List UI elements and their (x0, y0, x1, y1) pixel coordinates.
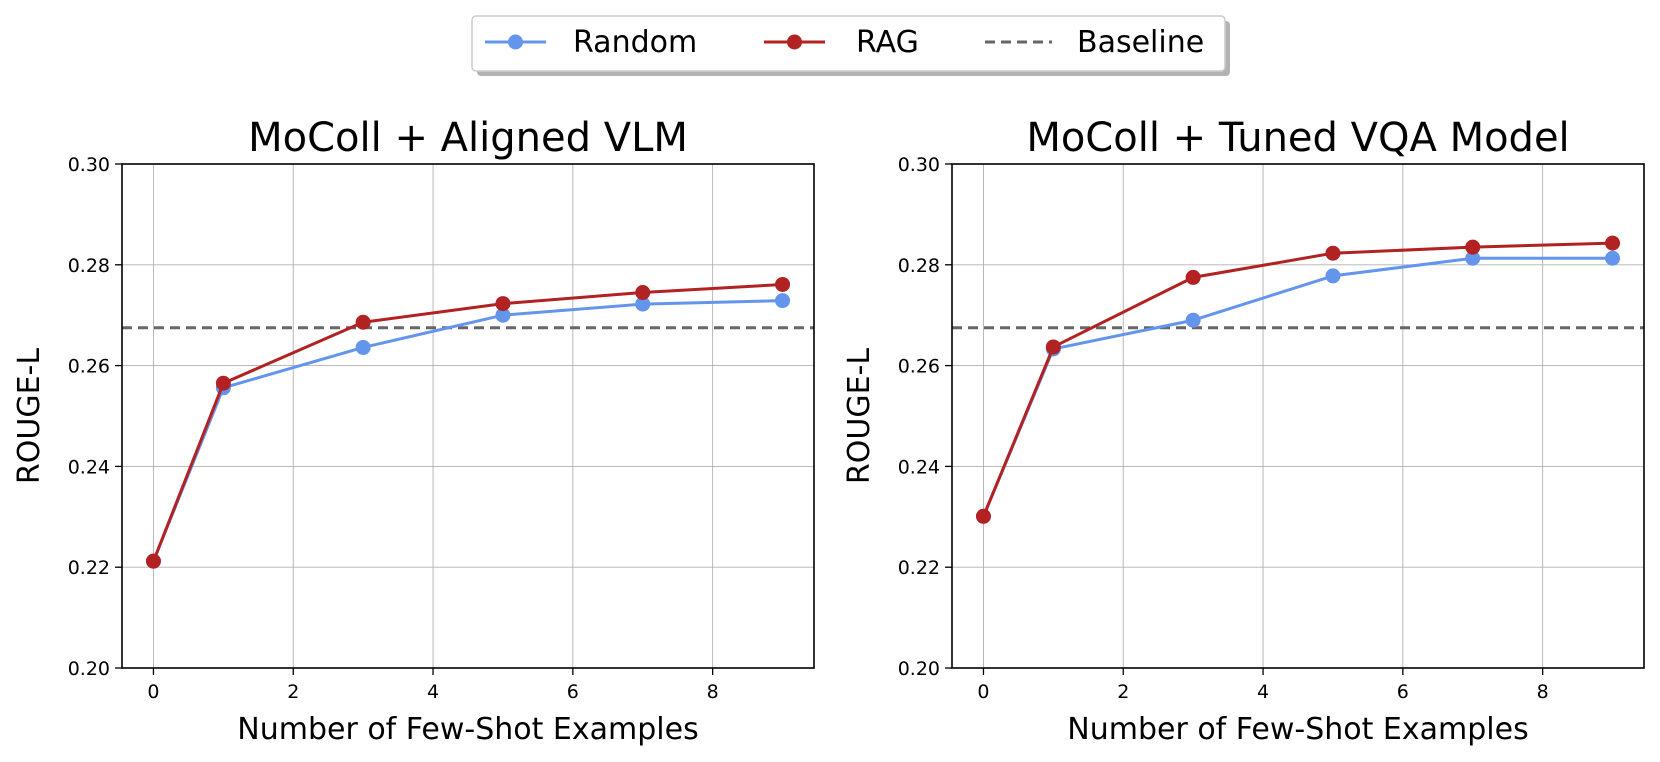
x-axis-label: Number of Few-Shot Examples (1067, 712, 1528, 747)
data-point-rag (495, 296, 511, 312)
y-tick-label: 0.28 (898, 255, 940, 277)
data-point-rag (1045, 339, 1061, 355)
y-axis-label: ROUGE-L (842, 348, 877, 484)
plot-frame (951, 163, 1645, 669)
x-tick-label: 0 (977, 681, 989, 703)
panel-aligned-vlm: 0 2 4 6 8 0.20 0.22 0.24 0.26 0.28 0.30 MoColl + Al… (12, 115, 815, 747)
panel-tuned-vqa: 0 2 4 6 8 0.20 0.22 0.24 0.26 0.28 0.30 MoColl + Tu… (842, 115, 1645, 747)
x-tick-label: 8 (1537, 681, 1549, 703)
panel-title: MoColl + Aligned VLM (248, 115, 688, 161)
y-tick-label: 0.22 (68, 557, 110, 579)
x-tick-label: 6 (1397, 681, 1409, 703)
y-axis-label: ROUGE-L (12, 348, 47, 484)
y-tick-label: 0.26 (68, 356, 110, 378)
plot-frame (121, 163, 815, 669)
x-tick-label: 2 (1117, 681, 1129, 703)
data-point-random (355, 339, 371, 355)
legend-random-marker (508, 34, 523, 50)
x-tick-label: 2 (287, 681, 299, 703)
data-point-random (1185, 312, 1201, 328)
series-line-random (152, 299, 783, 562)
data-point-rag (215, 375, 231, 391)
x-tick-label: 4 (1257, 681, 1269, 703)
y-tick-label: 0.30 (68, 154, 110, 176)
data-point-random (1325, 268, 1341, 284)
y-tick-label: 0.20 (68, 658, 110, 680)
y-tick-label: 0.24 (898, 456, 940, 478)
series-line-random (982, 256, 1613, 517)
y-tick-label: 0.30 (898, 154, 940, 176)
x-axis-label: Number of Few-Shot Examples (237, 712, 698, 747)
x-tick-label: 0 (147, 681, 159, 703)
x-tick-label: 8 (707, 681, 719, 703)
data-point-rag (145, 553, 161, 569)
data-point-rag (1465, 239, 1481, 255)
y-tick-label: 0.28 (68, 255, 110, 277)
legend-box (471, 15, 1226, 72)
legend-rag-marker (787, 34, 802, 50)
y-tick-label: 0.24 (68, 456, 110, 478)
data-point-rag (775, 276, 791, 292)
data-point-random (1605, 250, 1621, 266)
data-point-rag (1325, 245, 1341, 261)
legend-baseline-label: Baseline (1077, 25, 1204, 60)
data-point-rag (1605, 235, 1621, 251)
data-point-random (1465, 250, 1481, 266)
y-tick-label: 0.22 (898, 557, 940, 579)
series-line-rag (152, 282, 783, 562)
y-tick-label: 0.26 (898, 356, 940, 378)
data-point-random (635, 296, 651, 312)
legend-random-label: Random (573, 25, 697, 60)
legend: Random RAG Baseline (471, 15, 1230, 76)
x-tick-label: 4 (427, 681, 439, 703)
data-point-random (775, 293, 791, 309)
data-point-rag (975, 508, 991, 524)
data-point-rag (635, 285, 651, 301)
data-point-random (495, 307, 511, 323)
y-tick-label: 0.20 (898, 658, 940, 680)
data-point-rag (1185, 269, 1201, 285)
series-line-rag (982, 241, 1613, 517)
x-tick-label: 6 (567, 681, 579, 703)
panel-title: MoColl + Tuned VQA Model (1026, 115, 1569, 161)
legend-rag-label: RAG (856, 25, 919, 60)
data-point-rag (355, 314, 371, 330)
